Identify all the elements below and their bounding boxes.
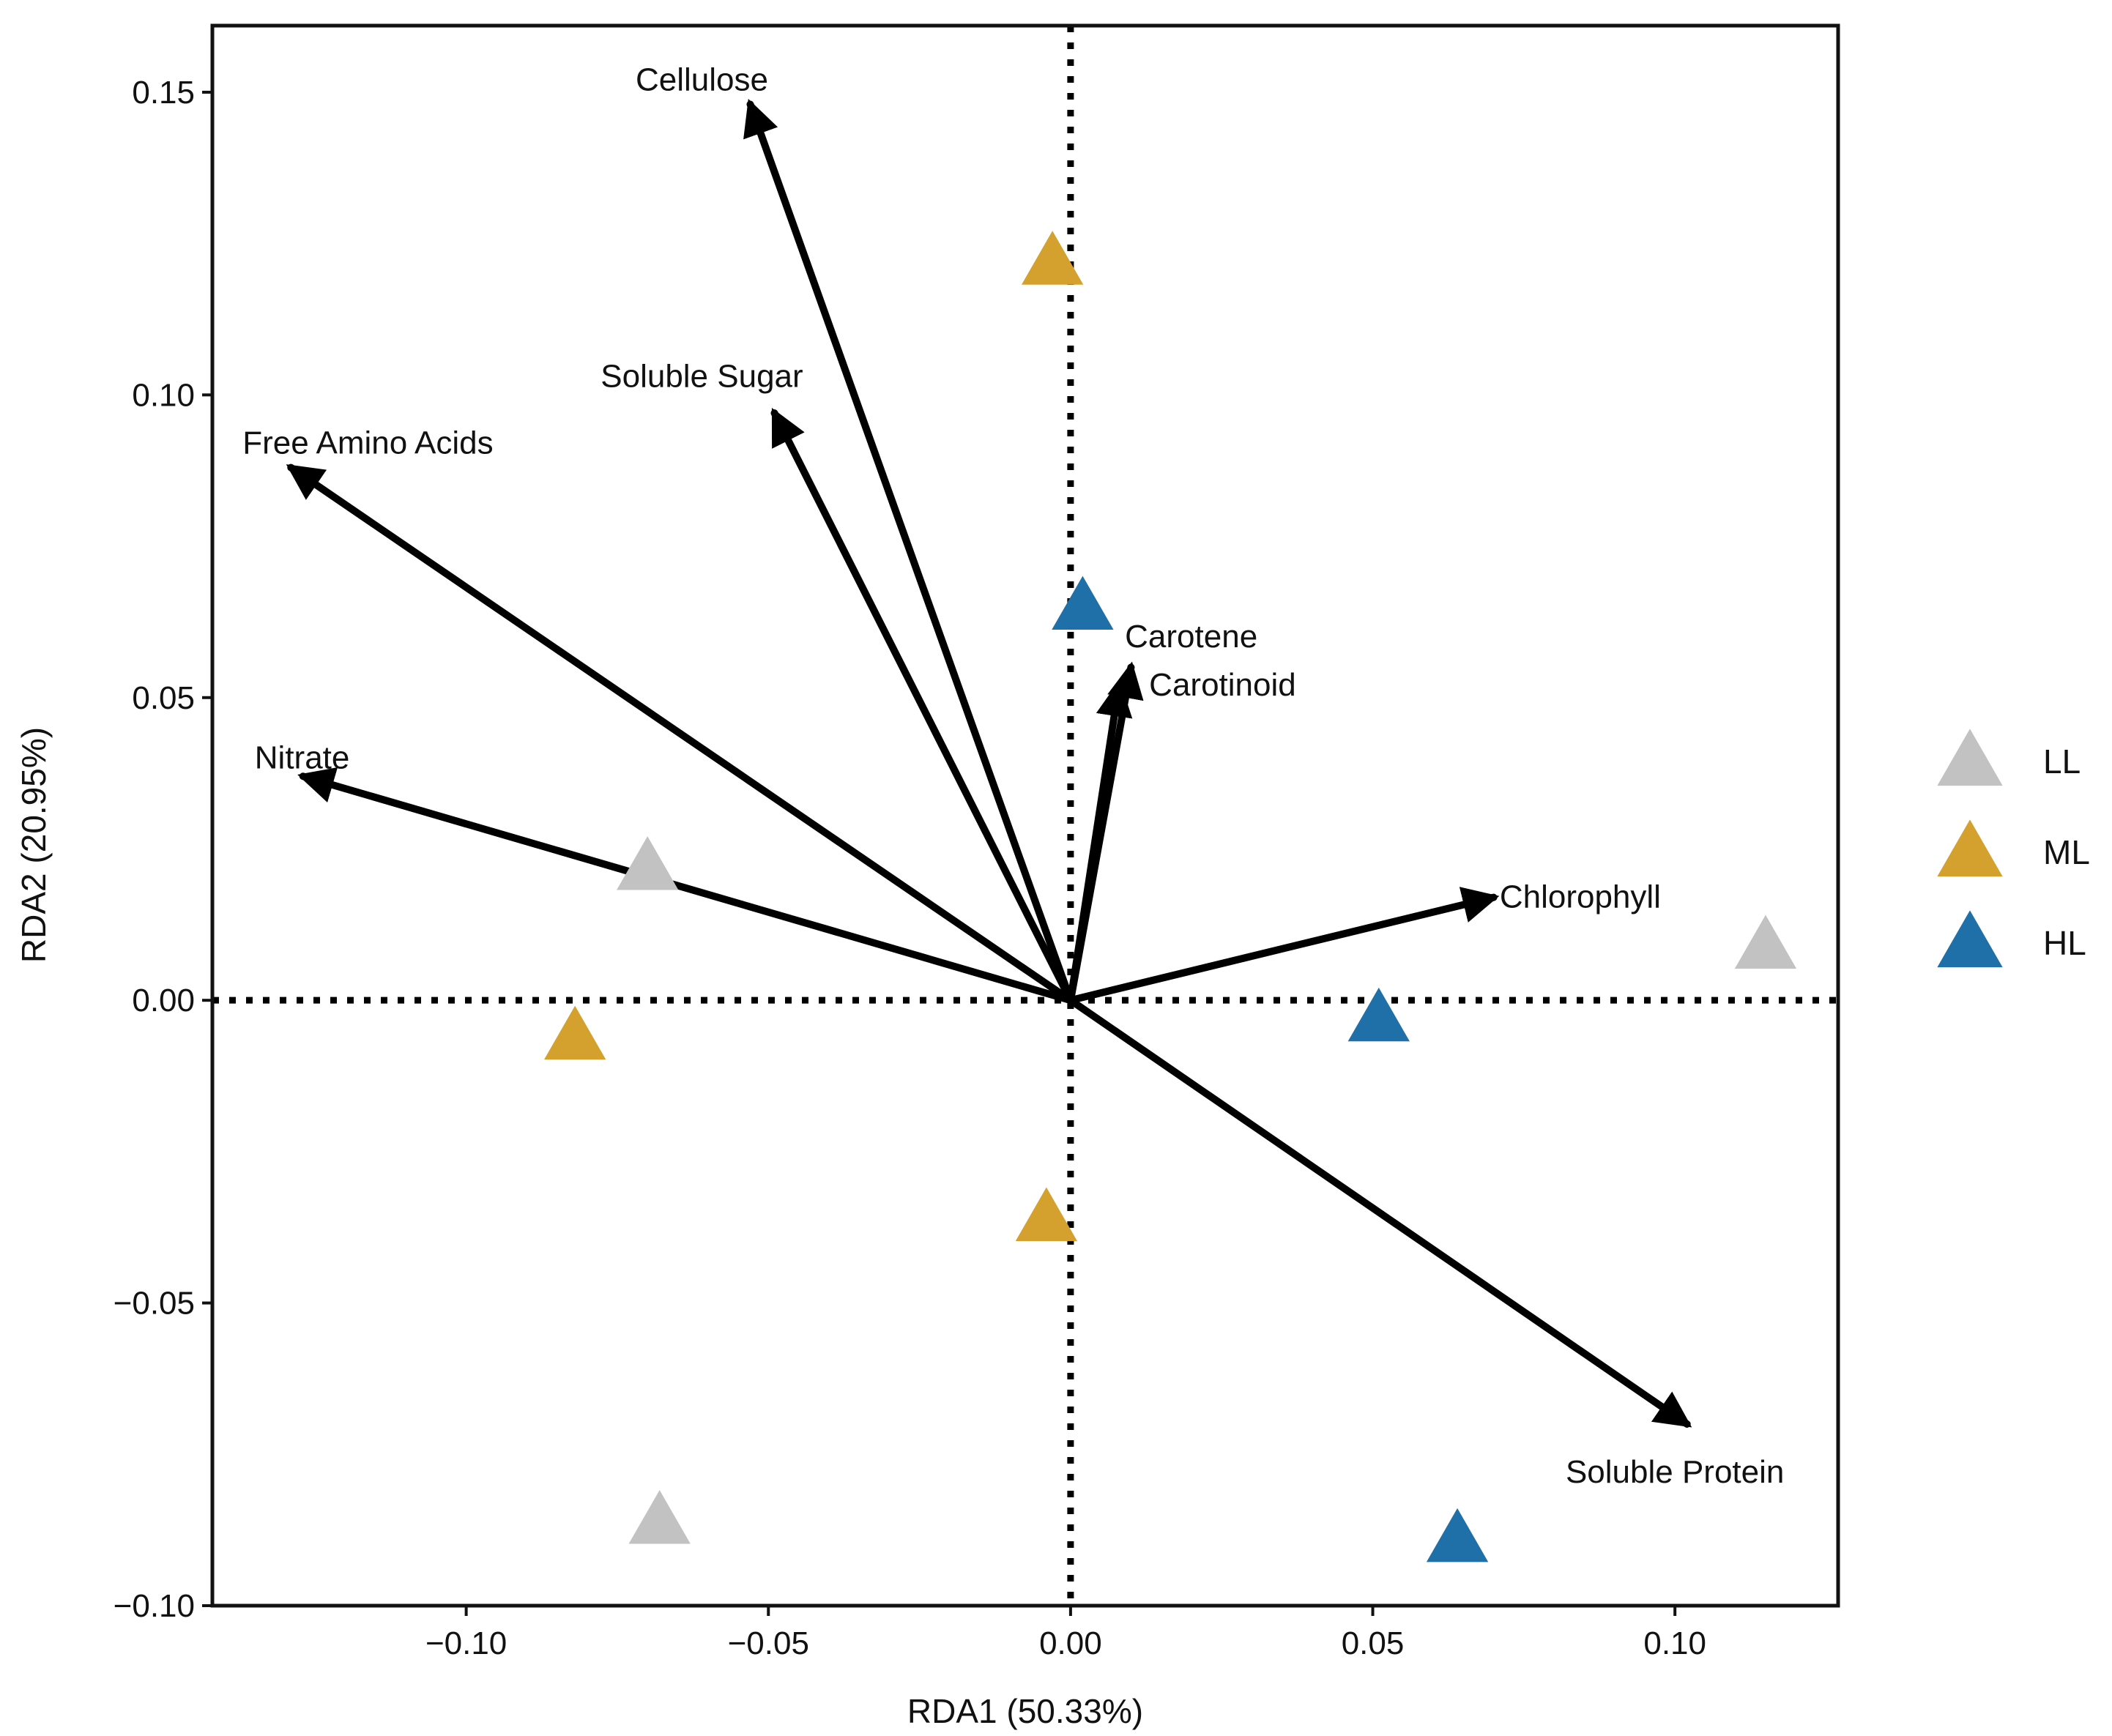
series-ml: [544, 231, 1084, 1242]
legend-label: LL: [2043, 742, 2081, 781]
data-point: [628, 1490, 691, 1544]
vector-label: Chlorophyll: [1500, 879, 1661, 915]
vector-arrow: [286, 463, 1074, 1005]
legend-label: ML: [2043, 833, 2090, 871]
y-axis-title: RDA2 (20.95%): [15, 727, 53, 963]
vector-carotinoid: Carotinoid: [1066, 661, 1296, 1005]
legend-item-ll: LL: [1937, 729, 2081, 786]
vector-label: Carotinoid: [1149, 667, 1296, 703]
y-tick-label: 0.15: [132, 75, 195, 111]
plot-border: [210, 23, 1840, 1608]
data-point: [1426, 1508, 1489, 1562]
y-tick-label: 0.05: [132, 680, 195, 716]
legend-marker: [1937, 819, 2003, 877]
series-ll: [617, 836, 1797, 1544]
vector-cellulose: Cellulose: [636, 62, 1074, 1005]
vector-arrow: [743, 98, 1074, 1005]
series-hl: [1052, 575, 1489, 1562]
legend-marker: [1937, 729, 2003, 786]
legend: LL ML HL: [1937, 729, 2090, 968]
axes: −0.10 −0.05 0.00 0.05 0.10 −0.10 −0.05 0.00 0.0…: [15, 23, 1840, 1730]
y-tick-label: 0.00: [132, 983, 195, 1018]
x-axis-title: RDA1 (50.33%): [907, 1692, 1143, 1730]
vectors: Cellulose Soluble Sugar Free Amino Acids Ni…: [242, 62, 1784, 1490]
vector-soluble-sugar: Soluble Sugar: [600, 359, 1074, 1005]
legend-marker: [1937, 910, 2003, 968]
data-point: [617, 836, 679, 890]
data-point: [544, 1005, 606, 1060]
vector-arrow: [1066, 996, 1692, 1428]
data-point: [1021, 231, 1084, 285]
vector-arrow: [297, 767, 1074, 1005]
data-point: [1734, 914, 1797, 969]
vector-label: Nitrate: [255, 740, 350, 775]
vector-free-amino-acids: Free Amino Acids: [242, 425, 1074, 1005]
y-tick-label: −0.05: [114, 1286, 195, 1322]
vector-chlorophyll: Chlorophyll: [1066, 879, 1661, 1005]
x-ticks: −0.10 −0.05 0.00 0.05 0.10: [425, 1606, 1706, 1661]
y-tick-label: 0.10: [132, 377, 195, 413]
x-tick-label: 0.05: [1342, 1625, 1405, 1661]
x-tick-label: −0.05: [728, 1625, 809, 1661]
data-point: [1052, 575, 1114, 630]
vector-label: Cellulose: [636, 62, 768, 97]
points: [544, 231, 1797, 1562]
y-ticks: −0.10 −0.05 0.00 0.05 0.10 0.15: [114, 75, 212, 1624]
legend-item-ml: ML: [1937, 819, 2090, 877]
vector-label: Free Amino Acids: [242, 425, 493, 461]
x-tick-label: 0.10: [1643, 1625, 1706, 1661]
vector-arrow: [1066, 661, 1144, 1005]
vector-soluble-protein: Soluble Protein: [1066, 996, 1784, 1490]
vector-nitrate: Nitrate: [255, 740, 1074, 1005]
vector-arrow: [1066, 887, 1500, 1005]
legend-item-hl: HL: [1937, 910, 2086, 968]
x-tick-label: 0.00: [1039, 1625, 1102, 1661]
vector-label: Carotene: [1125, 619, 1257, 655]
x-tick-label: −0.10: [425, 1625, 507, 1661]
data-point: [1015, 1187, 1078, 1242]
vector-label: Soluble Protein: [1566, 1454, 1784, 1490]
data-point: [1347, 987, 1410, 1042]
vector-label: Soluble Sugar: [600, 359, 803, 395]
vector-arrow: [770, 408, 1074, 1005]
legend-label: HL: [2043, 924, 2086, 962]
y-tick-label: −0.10: [114, 1588, 195, 1624]
zero-lines: [212, 26, 1838, 1606]
